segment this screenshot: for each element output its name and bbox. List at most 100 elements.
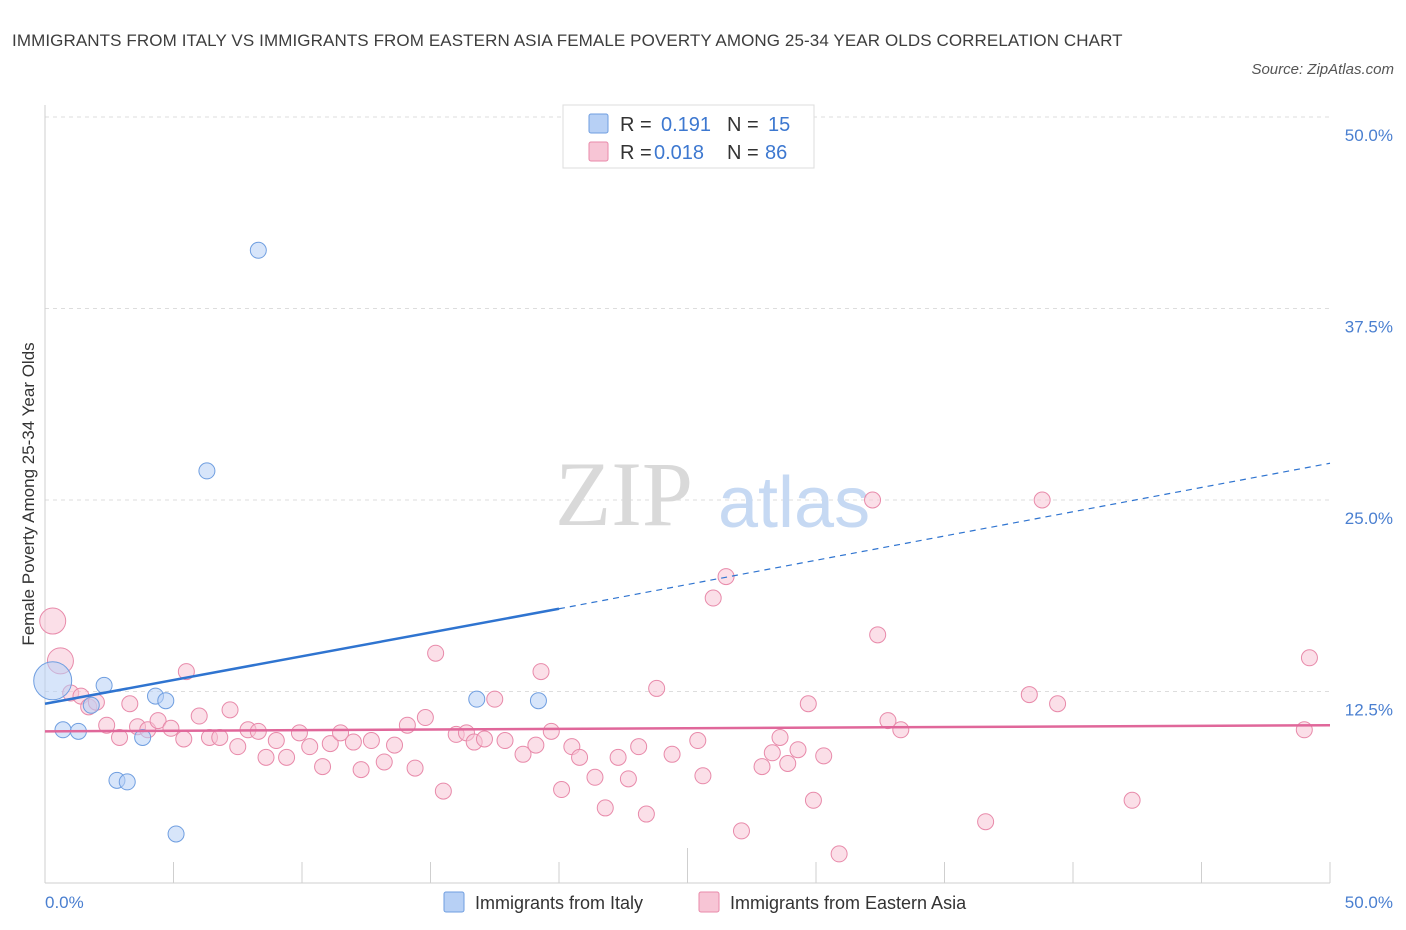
eastern-asia-point [344,733,362,751]
eastern-asia-point [694,767,712,785]
eastern-asia-point [717,568,735,586]
eastern-asia-point [427,644,445,662]
eastern-asia-point [496,732,514,750]
eastern-asia-point [689,732,707,750]
eastern-asia-point [416,709,434,727]
bottom-legend-swatch-italy [443,891,465,913]
eastern-asia-point [532,663,550,681]
legend-r-value-eastern-asia: 0.018 [654,142,704,164]
bottom-legend-label-italy: Immigrants from Italy [475,893,643,913]
x-tick-label-min: 0.0% [45,893,84,912]
eastern-asia-point [527,736,545,754]
eastern-asia-point [1049,695,1067,713]
italy-point [33,661,73,701]
legend-n-value-italy: 15 [768,114,790,136]
legend-r-label-eastern-asia: R = [620,142,652,164]
eastern-asia-point [278,748,296,766]
series-legend: Immigrants from Italy Immigrants from Ea… [443,891,967,913]
eastern-asia-point [1020,686,1038,704]
eastern-asia-point [609,748,627,766]
x-tick-label-max: 50.0% [1345,893,1393,912]
italy-point [157,692,175,710]
eastern-asia-point [514,745,532,763]
eastern-asia-point [406,759,424,777]
eastern-asia-point [571,748,589,766]
eastern-asia-point [648,679,666,697]
eastern-asia-point [619,770,637,788]
legend-r-label-italy: R = [620,114,652,136]
eastern-asia-point [375,753,393,771]
eastern-asia-point [704,589,722,607]
series-italy-points [33,241,547,843]
eastern-asia-point [789,741,807,759]
bottom-legend-swatch-eastern-asia [698,891,720,913]
series-eastern-asia-points [39,491,1318,863]
legend-n-label-eastern-asia: N = [727,142,759,164]
eastern-asia-point [630,738,648,756]
italy-point [198,462,216,480]
legend-swatch-italy [588,113,609,134]
y-tick-label: 50.0% [1345,126,1393,145]
eastern-asia-point [864,491,882,509]
eastern-asia-point [386,736,404,754]
source-label: Source: ZipAtlas.com [1251,61,1394,78]
eastern-asia-point [257,748,275,766]
eastern-asia-point [1033,491,1051,509]
eastern-asia-point [637,805,655,823]
eastern-asia-point [892,721,910,739]
italy-point [134,728,152,746]
eastern-asia-point [771,728,789,746]
eastern-asia-point [190,707,208,725]
eastern-asia-point [586,768,604,786]
eastern-asia-point [486,690,504,708]
eastern-asia-point [229,738,247,756]
italy-point [167,825,185,843]
italy-trend-line [44,607,560,705]
legend-swatch-eastern-asia [588,141,609,162]
eastern-asia-point [804,791,822,809]
italy-point [529,692,547,710]
eastern-asia-point [301,738,319,756]
eastern-asia-point [98,716,116,734]
eastern-asia-point [732,822,750,840]
eastern-asia-point [977,813,995,831]
chart-title: IMMIGRANTS FROM ITALY VS IMMIGRANTS FROM… [12,31,1123,50]
eastern-asia-point [879,712,897,730]
legend-n-value-eastern-asia: 86 [765,142,787,164]
correlation-legend: R = 0.191 N = 15 R = 0.018 N = 86 [562,104,815,169]
italy-point [82,696,100,714]
eastern-asia-point [314,758,332,776]
italy-point [54,721,72,739]
eastern-asia-point [321,735,339,753]
watermark-atlas: atlas [718,463,870,543]
eastern-asia-point [553,781,571,799]
eastern-asia-point [596,799,614,817]
watermark-zip: ZIP [555,443,693,545]
trend-lines [44,462,1331,733]
eastern-asia-point [542,722,560,740]
eastern-asia-point [121,695,139,713]
eastern-asia-point [434,782,452,800]
eastern-asia-point [362,732,380,750]
watermark: ZIP atlas [555,443,870,545]
eastern-asia-point [475,730,493,748]
y-tick-label: 37.5% [1345,318,1393,337]
y-tick-label: 12.5% [1345,701,1393,720]
eastern-asia-point [175,730,193,748]
eastern-asia-point [221,701,239,719]
eastern-asia-point [830,845,848,863]
eastern-asia-point [39,607,67,635]
eastern-asia-point [149,712,167,730]
axes: 0.0% 50.0% [44,105,1393,912]
italy-trend-extension [558,462,1331,610]
eastern-asia-point [663,745,681,763]
bottom-legend-label-eastern-asia: Immigrants from Eastern Asia [730,893,967,913]
eastern-asia-point [1300,649,1318,667]
eastern-asia-point [763,744,781,762]
eastern-asia-point [779,755,797,773]
gridlines: 12.5% 25.0% 37.5% 50.0% [45,116,1393,720]
italy-point [468,690,486,708]
y-tick-label: 25.0% [1345,509,1393,528]
italy-point [118,773,136,791]
